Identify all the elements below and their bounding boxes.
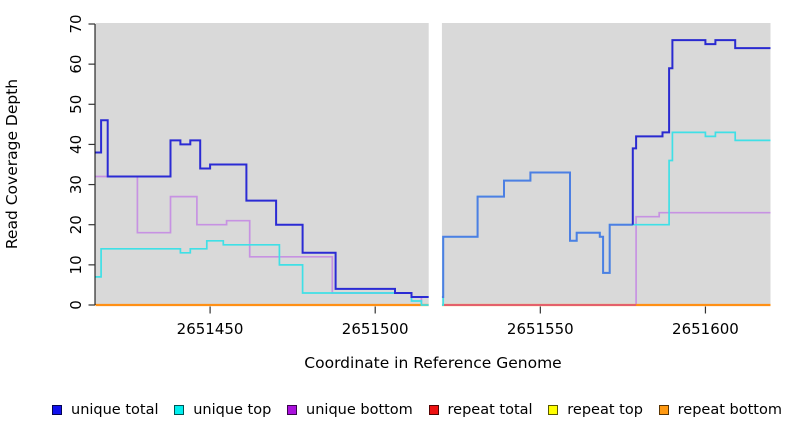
legend-swatch-unique-total <box>52 405 62 415</box>
legend-item-unique-bottom: unique bottom <box>287 402 413 418</box>
x-tick-label: 2651600 <box>672 320 739 338</box>
legend-label: unique total <box>71 402 159 418</box>
series-line-unique-total <box>95 119 438 298</box>
y-tick-label: 0 <box>67 300 85 310</box>
legend-item-unique-total: unique total <box>52 402 159 418</box>
plot-layers: 0 10 20 30 40 50 60 70 2651450 2651500 2651550 2651… <box>67 14 771 338</box>
y-axis-title: Read Coverage Depth <box>3 79 21 249</box>
legend: unique total unique top unique bottom repea… <box>0 398 792 422</box>
series-line-unique-total <box>631 39 771 225</box>
x-tick-label: 2651500 <box>342 320 409 338</box>
legend-label: repeat total <box>447 402 533 418</box>
legend-label: unique bottom <box>306 402 413 418</box>
x-axis-title: Coordinate in Reference Genome <box>304 354 561 372</box>
y-tick-label: 60 <box>67 55 85 74</box>
legend-label: unique top <box>193 402 272 418</box>
legend-item-repeat-bottom: repeat bottom <box>658 402 782 418</box>
legend-label: repeat bottom <box>677 402 782 418</box>
x-tick-label: 2651450 <box>177 320 244 338</box>
y-tick-label: 10 <box>67 255 85 274</box>
legend-item-unique-top: unique top <box>174 402 271 418</box>
legend-swatch-repeat-bottom <box>658 405 669 415</box>
series-line-unique-total <box>438 171 633 298</box>
legend-item-repeat-total: repeat total <box>428 402 533 418</box>
x-tick-label: 2651550 <box>507 320 574 338</box>
legend-swatch-unique-bottom <box>287 405 298 415</box>
y-tick-label: 50 <box>67 95 85 114</box>
legend-item-repeat-top: repeat top <box>548 402 643 418</box>
y-tick-label: 20 <box>67 215 85 234</box>
legend-label: repeat top <box>567 402 643 418</box>
series-line-unique-bottom <box>95 175 771 306</box>
y-tick-label: 40 <box>67 135 85 154</box>
legend-swatch-unique-top <box>174 405 185 415</box>
legend-swatch-repeat-top <box>548 405 559 415</box>
y-tick-label: 30 <box>67 175 85 194</box>
legend-swatch-repeat-total <box>428 405 439 415</box>
alignment-gap-band <box>428 22 442 308</box>
y-tick-label: 70 <box>67 14 85 33</box>
